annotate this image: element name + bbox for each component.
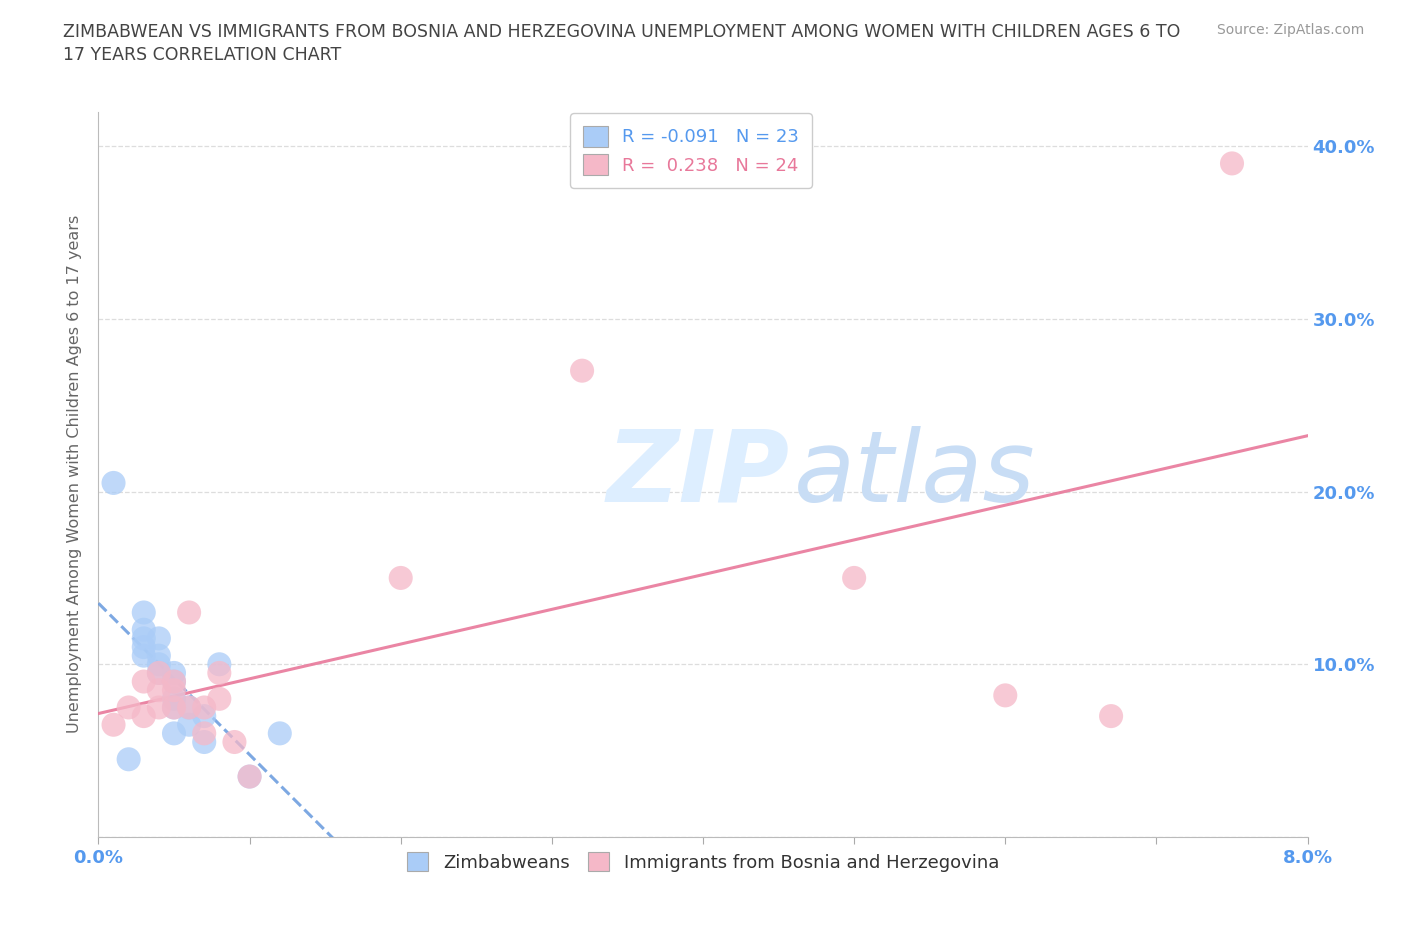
Point (148, 683, 170, 698)
Point (193, 726, 215, 741)
Point (163, 666, 186, 681)
Point (179, 717, 201, 732)
Point (208, 657, 231, 671)
Point (193, 735, 215, 750)
Point (103, 717, 125, 732)
Point (163, 726, 186, 741)
Point (163, 674, 186, 689)
Point (148, 666, 170, 681)
Point (132, 622, 155, 637)
Text: ZIMBABWEAN VS IMMIGRANTS FROM BOSNIA AND HERZEGOVINA UNEMPLOYMENT AMONG WOMEN WI: ZIMBABWEAN VS IMMIGRANTS FROM BOSNIA AND… (63, 23, 1181, 41)
Point (179, 700, 201, 715)
Point (132, 674, 155, 689)
Text: 17 YEARS CORRELATION CHART: 17 YEARS CORRELATION CHART (63, 46, 342, 64)
Point (163, 700, 186, 715)
Point (193, 709, 215, 724)
Point (208, 666, 231, 681)
Point (148, 666, 170, 681)
Point (239, 769, 262, 784)
Point (118, 700, 141, 715)
Point (163, 683, 186, 698)
Text: atlas: atlas (793, 426, 1035, 523)
Legend: Zimbabweans, Immigrants from Bosnia and Herzegovina: Zimbabweans, Immigrants from Bosnia and … (399, 845, 1007, 879)
Point (148, 631, 170, 645)
Point (132, 648, 155, 663)
Point (148, 648, 170, 663)
Point (389, 570, 412, 585)
Point (1099, 709, 1122, 724)
Point (1220, 156, 1243, 171)
Point (118, 751, 141, 766)
Point (179, 605, 201, 620)
Text: Source: ZipAtlas.com: Source: ZipAtlas.com (1216, 23, 1364, 37)
Text: ZIP: ZIP (606, 426, 789, 523)
Point (103, 475, 125, 490)
Point (844, 570, 866, 585)
Point (163, 700, 186, 715)
Point (571, 364, 593, 379)
Point (163, 674, 186, 689)
Point (132, 631, 155, 645)
Y-axis label: Unemployment Among Women with Children Ages 6 to 17 years: Unemployment Among Women with Children A… (66, 215, 82, 734)
Point (163, 691, 186, 706)
Point (994, 688, 1017, 703)
Point (193, 700, 215, 715)
Point (208, 691, 231, 706)
Point (148, 700, 170, 715)
Point (269, 726, 291, 741)
Point (132, 640, 155, 655)
Point (148, 657, 170, 671)
Point (132, 709, 155, 724)
Point (239, 769, 262, 784)
Point (132, 605, 155, 620)
Point (224, 735, 246, 750)
Point (179, 700, 201, 715)
